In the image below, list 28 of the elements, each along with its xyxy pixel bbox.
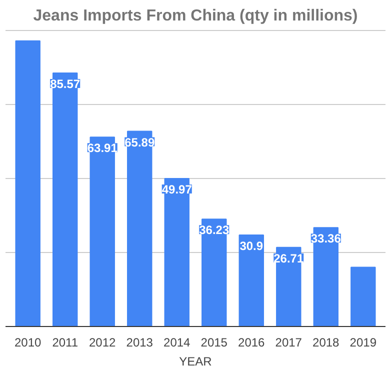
data-label: 26.71 xyxy=(274,251,304,266)
x-tick-label: 2019 xyxy=(350,336,377,350)
data-label: 49.97 xyxy=(162,182,192,196)
bar xyxy=(350,266,376,326)
x-tick-label: 2015 xyxy=(200,336,228,350)
bar xyxy=(164,178,190,326)
x-tick-label: 2013 xyxy=(126,336,154,350)
data-label: 33.36 xyxy=(310,232,342,246)
bar xyxy=(313,227,338,326)
bar xyxy=(127,130,152,326)
data-label: 85.57 xyxy=(50,77,80,92)
x-tick-label: 2014 xyxy=(164,336,191,350)
x-axis-title: YEAR xyxy=(179,354,212,368)
x-tick-label: 2018 xyxy=(312,336,340,350)
x-tick-label: 2010 xyxy=(14,336,42,350)
data-label: 65.89 xyxy=(124,135,155,150)
data-label: 30.9 xyxy=(240,238,264,253)
x-tick-label: 2012 xyxy=(89,336,116,350)
chart-title: Jeans Imports From China (qty in millions) xyxy=(33,8,358,24)
x-tick-label: 2011 xyxy=(52,336,78,350)
x-tick-label: 2016 xyxy=(238,336,266,350)
bar xyxy=(202,218,227,326)
bar xyxy=(238,234,264,326)
data-label: 63.91 xyxy=(87,141,118,156)
bar xyxy=(15,40,40,326)
data-label: 36.23 xyxy=(199,223,230,238)
x-tick-label: 2017 xyxy=(275,336,302,350)
bar xyxy=(52,72,78,326)
